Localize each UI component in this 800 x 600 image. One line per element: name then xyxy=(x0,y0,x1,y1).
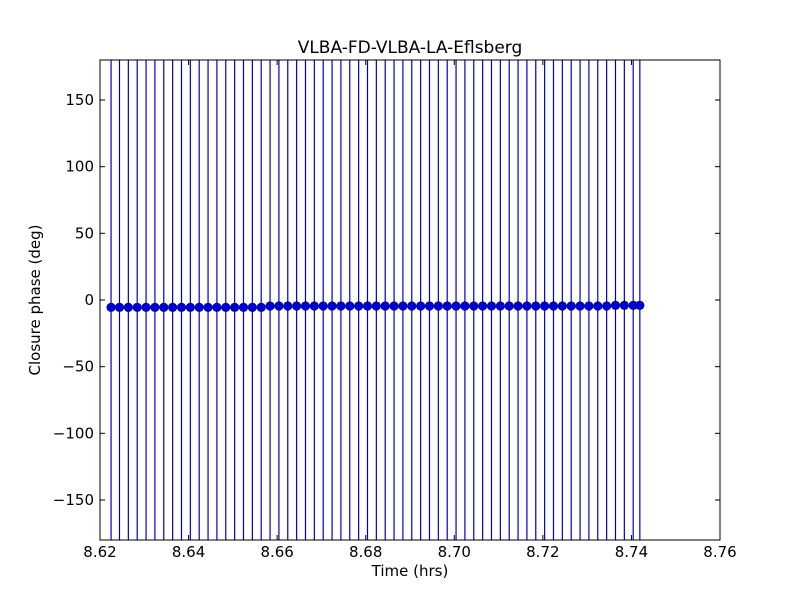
x-tick-label: 8.72 xyxy=(526,543,559,561)
x-tick-label: 8.74 xyxy=(615,543,648,561)
data-point xyxy=(416,301,426,311)
data-point xyxy=(389,301,399,311)
data-point xyxy=(150,302,160,312)
tick-layer: 8.62 8.64 8.66 8.68 8.70 8.72 8.74 8.76 150 100 50… xyxy=(53,60,737,561)
data-point xyxy=(123,302,133,312)
x-tick-label: 8.64 xyxy=(172,543,205,561)
data-point xyxy=(354,301,364,311)
y-tick-label: −150 xyxy=(53,491,94,509)
x-tick-label: 8.76 xyxy=(703,543,736,561)
data-point xyxy=(575,301,585,311)
data-point xyxy=(371,301,381,311)
data-point xyxy=(185,302,195,312)
data-point xyxy=(212,302,222,312)
data-point xyxy=(345,301,355,311)
data-point xyxy=(203,302,213,312)
data-point xyxy=(274,301,284,311)
data-point xyxy=(114,302,125,312)
data-point xyxy=(424,301,435,311)
data-point xyxy=(300,301,311,311)
data-point xyxy=(265,301,275,311)
x-tick-label: 8.66 xyxy=(260,543,293,561)
x-axis-label: Time (hrs) xyxy=(371,562,449,580)
data-point xyxy=(635,300,645,310)
data-point xyxy=(442,301,452,311)
data-point xyxy=(478,301,488,311)
data-point xyxy=(495,301,505,311)
y-tick-label: 50 xyxy=(75,224,94,242)
y-tick-label: −50 xyxy=(62,358,94,376)
data-point xyxy=(168,302,178,312)
data-point xyxy=(141,302,151,312)
data-point xyxy=(194,302,204,312)
data-point xyxy=(362,301,373,311)
data-point xyxy=(531,301,541,311)
data-point xyxy=(593,301,603,311)
data-point xyxy=(230,302,240,312)
data-point xyxy=(309,301,319,311)
data-point xyxy=(247,302,257,312)
data-point xyxy=(513,301,523,311)
x-tick-label: 8.62 xyxy=(83,543,116,561)
point-layer xyxy=(106,300,645,312)
data-point xyxy=(221,302,231,312)
data-point xyxy=(407,301,417,311)
data-point xyxy=(522,301,532,311)
data-point xyxy=(584,301,594,311)
data-point xyxy=(540,301,550,311)
data-point xyxy=(398,301,408,311)
data-point xyxy=(292,301,302,311)
y-tick-label: −100 xyxy=(53,424,94,442)
data-point xyxy=(283,301,293,311)
data-point xyxy=(610,300,621,310)
data-point xyxy=(460,301,470,311)
data-point xyxy=(238,302,249,312)
data-point xyxy=(380,301,390,311)
errorbar-layer xyxy=(110,60,641,540)
data-point xyxy=(486,301,497,311)
plot-frame xyxy=(99,59,721,541)
data-point xyxy=(336,301,346,311)
data-point xyxy=(469,301,479,311)
data-point xyxy=(557,301,567,311)
data-point xyxy=(132,302,142,312)
data-point xyxy=(619,300,629,310)
data-point xyxy=(433,301,443,311)
data-point xyxy=(504,301,514,311)
data-point xyxy=(318,301,328,311)
y-tick-label: 150 xyxy=(65,91,94,109)
chart-title: VLBA-FD-VLBA-LA-Eflsberg xyxy=(298,38,523,58)
y-tick-label: 100 xyxy=(65,158,94,176)
data-point xyxy=(106,302,116,312)
x-tick-label: 8.70 xyxy=(438,543,471,561)
y-axis-label: Closure phase (deg) xyxy=(26,225,44,376)
data-point xyxy=(451,301,461,311)
data-point xyxy=(602,301,612,311)
data-point xyxy=(566,301,576,311)
data-point xyxy=(176,302,187,312)
data-point xyxy=(327,301,337,311)
x-tick-label: 8.68 xyxy=(349,543,382,561)
data-point xyxy=(256,302,266,312)
y-tick-label: 0 xyxy=(84,291,94,309)
data-point xyxy=(159,302,169,312)
data-point xyxy=(548,301,559,311)
